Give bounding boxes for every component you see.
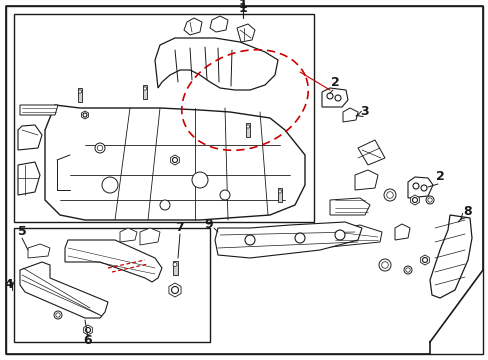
Circle shape [102, 177, 118, 193]
Circle shape [405, 268, 409, 272]
Circle shape [160, 200, 170, 210]
Text: 7: 7 [175, 221, 184, 234]
Polygon shape [20, 262, 108, 318]
Circle shape [334, 95, 340, 101]
Polygon shape [429, 215, 471, 298]
Polygon shape [329, 198, 369, 215]
Text: 5: 5 [18, 225, 26, 238]
Circle shape [220, 190, 229, 200]
Polygon shape [245, 123, 249, 137]
Circle shape [386, 192, 392, 198]
Circle shape [143, 87, 146, 90]
Circle shape [278, 190, 281, 193]
Polygon shape [278, 188, 282, 202]
Text: 2: 2 [330, 77, 339, 90]
Circle shape [56, 313, 60, 317]
Circle shape [173, 262, 177, 266]
Circle shape [246, 125, 249, 128]
Circle shape [412, 183, 418, 189]
Polygon shape [407, 177, 432, 198]
Polygon shape [420, 255, 428, 265]
Text: 8: 8 [462, 206, 470, 219]
Circle shape [383, 189, 395, 201]
Circle shape [422, 257, 427, 262]
Polygon shape [155, 38, 278, 90]
Polygon shape [18, 162, 40, 195]
Text: 4: 4 [4, 279, 13, 292]
Polygon shape [237, 24, 254, 42]
Circle shape [294, 233, 305, 243]
Circle shape [326, 93, 332, 99]
Polygon shape [183, 18, 202, 35]
Circle shape [403, 266, 411, 274]
Circle shape [97, 145, 102, 151]
Circle shape [412, 198, 417, 202]
Circle shape [420, 185, 426, 191]
Polygon shape [410, 195, 419, 205]
Polygon shape [20, 105, 58, 115]
Polygon shape [142, 85, 147, 99]
Text: 1: 1 [238, 0, 247, 10]
Text: 9: 9 [204, 219, 213, 231]
Circle shape [381, 262, 387, 268]
Circle shape [425, 196, 433, 204]
Polygon shape [78, 88, 82, 102]
Circle shape [54, 311, 62, 319]
Polygon shape [342, 108, 357, 122]
Polygon shape [209, 16, 227, 32]
Polygon shape [321, 88, 347, 107]
Polygon shape [172, 261, 177, 275]
Polygon shape [170, 155, 179, 165]
Circle shape [334, 230, 345, 240]
Circle shape [83, 113, 87, 117]
Text: 6: 6 [83, 333, 92, 346]
Text: 1: 1 [238, 1, 247, 14]
Polygon shape [18, 125, 42, 150]
Circle shape [95, 143, 105, 153]
Circle shape [192, 172, 207, 188]
Text: 2: 2 [435, 171, 444, 184]
Polygon shape [28, 244, 50, 258]
Polygon shape [394, 224, 409, 240]
Polygon shape [357, 140, 384, 165]
Polygon shape [83, 325, 92, 335]
Circle shape [78, 90, 81, 93]
Circle shape [171, 287, 178, 293]
Polygon shape [6, 6, 482, 354]
Circle shape [172, 157, 177, 162]
Polygon shape [120, 228, 137, 242]
Text: 3: 3 [359, 105, 368, 118]
Polygon shape [215, 222, 361, 258]
Polygon shape [168, 283, 181, 297]
Polygon shape [45, 105, 305, 220]
Circle shape [378, 259, 390, 271]
Polygon shape [329, 225, 381, 247]
Polygon shape [140, 228, 160, 245]
Polygon shape [354, 170, 377, 190]
Circle shape [427, 198, 431, 202]
Polygon shape [81, 111, 88, 119]
Circle shape [244, 235, 254, 245]
Polygon shape [65, 240, 162, 282]
Polygon shape [14, 228, 209, 342]
Circle shape [85, 328, 90, 333]
